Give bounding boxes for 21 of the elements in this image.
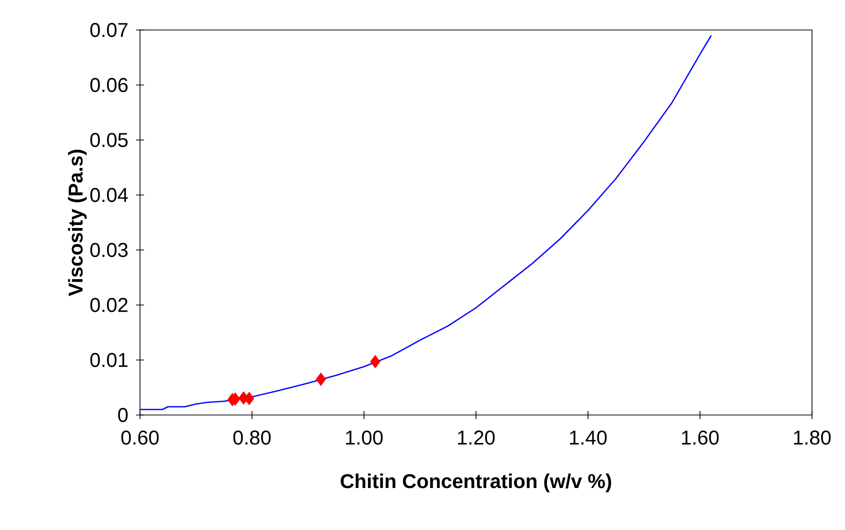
y-tick-label: 0.02 [90,298,128,312]
x-tick-label: 1.60 [682,430,719,445]
line-series [139,34,712,410]
point [316,372,326,386]
y-tick-label: 0.01 [90,352,128,368]
x-axis-title: Chitin Concentration (w/v %) [340,474,612,492]
x-tick-label: 1.20 [458,430,495,445]
y-tick-label: 0.04 [90,188,128,202]
y-tick-label: 0.03 [90,242,128,258]
x-tick-label: 0.60 [121,430,159,445]
x-tick-label: 1.00 [346,430,383,445]
y-tick-label: 0.07 [90,22,128,38]
y-tick-label: 0 [118,408,128,422]
y-tick-label: 0.06 [90,78,128,92]
x-tick-label: 0.80 [233,430,271,445]
x-tick-label: 1.40 [570,430,607,445]
y-tick-label: 0.05 [90,132,128,148]
point [244,392,254,406]
point [370,354,380,368]
y-axis-title: Viscosity (Pa.s) [68,150,87,296]
x-tick-label: 1.80 [794,430,831,445]
